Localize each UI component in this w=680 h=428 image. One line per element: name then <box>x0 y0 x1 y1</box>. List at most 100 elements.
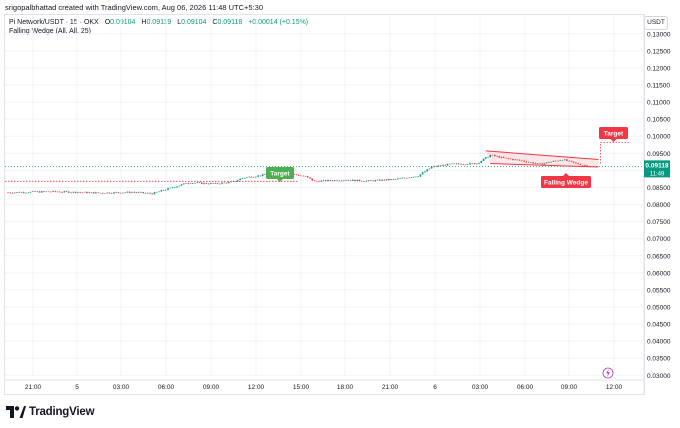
last-price-value: 0.09118 <box>645 162 669 169</box>
y-tick-label: 0.08500 <box>647 185 671 192</box>
candle-body <box>9 192 12 194</box>
candle-body <box>482 158 485 161</box>
candle-body <box>581 165 584 166</box>
candle-body <box>306 176 309 178</box>
candle-body <box>13 192 16 194</box>
candle-body <box>38 191 41 193</box>
target-left-label-pointer <box>277 179 283 182</box>
candle-body <box>86 191 88 194</box>
candle-body <box>106 192 108 194</box>
candle-body <box>7 192 9 194</box>
candle-body <box>257 175 259 177</box>
candle-body <box>194 182 196 184</box>
x-tick-label: 5 <box>75 384 79 391</box>
candle-body <box>180 184 183 186</box>
candle-body <box>36 191 39 193</box>
candle-body <box>246 177 248 178</box>
open-label: O <box>104 19 111 26</box>
target-left-label-text: Target <box>270 170 290 177</box>
candle-body <box>88 192 90 194</box>
candle-body <box>250 176 253 178</box>
candle-body <box>77 192 79 194</box>
candle-body <box>331 180 334 182</box>
x-tick-label: 09:00 <box>203 384 220 391</box>
candle-body <box>552 160 555 162</box>
candle-body <box>297 174 300 176</box>
indicator-label[interactable]: Falling Wedge (All, All, 25) <box>9 28 91 35</box>
candle-body <box>471 163 474 164</box>
candle-body <box>293 174 296 175</box>
candle-body <box>525 161 528 163</box>
candle-body <box>329 180 332 181</box>
candle-body <box>295 174 298 175</box>
candle-body <box>491 154 494 156</box>
last-price-label: 0.09118 11:49 <box>644 160 670 178</box>
candle-body <box>361 181 363 182</box>
candle-body <box>451 163 453 165</box>
candle-body <box>164 189 167 191</box>
candle-body <box>79 192 81 194</box>
candle-body <box>548 162 550 163</box>
candle-body <box>43 191 45 192</box>
chart-annotations: Target Target Falling Wedge 0.09118 11:49 <box>266 127 670 379</box>
candle-body <box>347 180 350 181</box>
candle-body <box>219 183 221 185</box>
candle-body <box>176 186 178 188</box>
candle-body <box>435 166 438 167</box>
candle-body <box>536 163 539 164</box>
legend: Pi Network/USDT · 15 · OKX O0.09104 H0.0… <box>9 18 308 27</box>
x-tick-label: 09:00 <box>561 384 578 391</box>
candle-body <box>126 191 129 193</box>
candle-body <box>584 165 586 166</box>
candle-body <box>336 180 338 181</box>
candle-body <box>428 168 431 170</box>
candle-body <box>68 191 70 193</box>
candle-body <box>302 175 305 177</box>
last-price-box <box>644 160 670 178</box>
symbol-label[interactable]: Pi Network/USDT · 15 · OKX <box>9 19 99 26</box>
candle-body <box>115 192 117 193</box>
candle-body <box>417 176 419 178</box>
lightning-icon-bolt <box>606 369 610 377</box>
x-tick-label: 6 <box>433 384 437 391</box>
candle-body <box>309 177 311 179</box>
candle-body <box>541 163 543 165</box>
candle-body <box>300 175 302 177</box>
candle-body <box>128 191 131 193</box>
candle-body <box>415 176 417 178</box>
candle-body <box>496 156 498 157</box>
x-tick-label: 06:00 <box>517 384 534 391</box>
candle-body <box>469 163 471 165</box>
candle-body <box>455 163 458 165</box>
candle-body <box>192 183 194 184</box>
candle-body <box>234 181 237 182</box>
candle-body <box>408 177 410 179</box>
falling-wedge-label-text: Falling Wedge <box>544 179 588 186</box>
candle-body <box>410 177 413 178</box>
candle-body <box>354 179 356 182</box>
candle-body <box>160 190 163 192</box>
candle-body <box>110 193 113 194</box>
candle-body <box>56 191 59 193</box>
low-label: L <box>177 19 182 26</box>
candle-body <box>201 182 203 184</box>
candle-body <box>345 180 347 182</box>
wedge-fill <box>485 150 599 167</box>
candle-body <box>243 177 246 179</box>
candle-body <box>333 180 336 181</box>
candle-body <box>133 192 136 193</box>
y-tick-label: 0.04500 <box>647 322 671 329</box>
candle-body <box>90 192 93 193</box>
candle-body <box>320 180 323 182</box>
candle-body <box>171 187 174 189</box>
grid <box>5 15 645 395</box>
tradingview-logo[interactable]: TradingView <box>6 405 95 419</box>
y-tick-label: 0.06500 <box>647 253 671 260</box>
candle-body <box>255 176 257 178</box>
candle-body <box>216 182 219 184</box>
candle-body <box>261 174 264 177</box>
candle-body <box>338 180 341 182</box>
candle-body <box>324 180 327 182</box>
candle-body <box>370 180 372 181</box>
